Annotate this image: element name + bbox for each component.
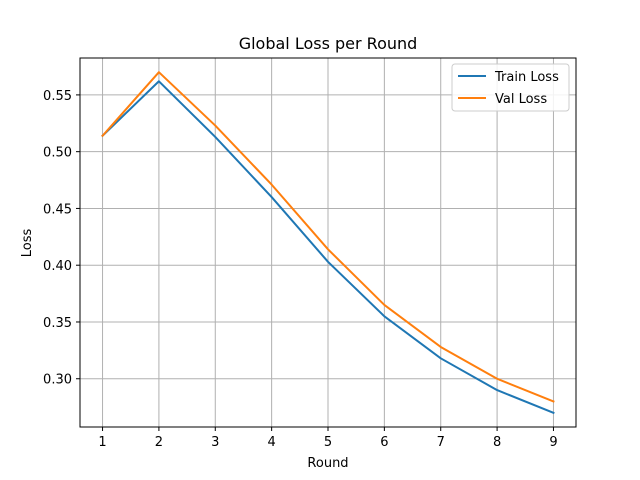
x-tick-label: 7: [437, 435, 445, 450]
x-axis-title: Round: [307, 456, 348, 471]
y-tick-label: 0.40: [43, 259, 72, 274]
x-tick-label: 1: [98, 435, 106, 450]
y-tick-label: 0.55: [43, 89, 72, 104]
y-axis-title: Loss: [20, 229, 35, 258]
legend-label-val-loss: Val Loss: [495, 92, 547, 107]
legend: Train Loss Val Loss: [451, 63, 570, 112]
tick-layer: 1 2 3 4 5 6 7 8 9 0.30 0.35 0.40 0.45 0.50 0.55: [43, 89, 558, 450]
y-tick-label: 0.45: [43, 202, 72, 217]
x-tick-label: 6: [380, 435, 388, 450]
series-line-val-loss: [101, 71, 555, 403]
grid-layer: [80, 58, 576, 427]
legend-label-train-loss: Train Loss: [494, 70, 559, 85]
chart-title: Global Loss per Round: [239, 34, 418, 53]
y-tick-label: 0.35: [43, 316, 72, 331]
x-tick-label: 3: [211, 435, 219, 450]
x-tick-label: 5: [324, 435, 332, 450]
y-tick-label: 0.30: [43, 373, 72, 388]
x-tick-label: 2: [155, 435, 163, 450]
y-tick-label: 0.50: [43, 146, 72, 161]
series-layer: [101, 71, 555, 415]
series-line-train-loss: [101, 80, 555, 415]
x-tick-label: 4: [267, 435, 275, 450]
x-tick-label: 9: [549, 435, 557, 450]
x-tick-label: 8: [493, 435, 501, 450]
